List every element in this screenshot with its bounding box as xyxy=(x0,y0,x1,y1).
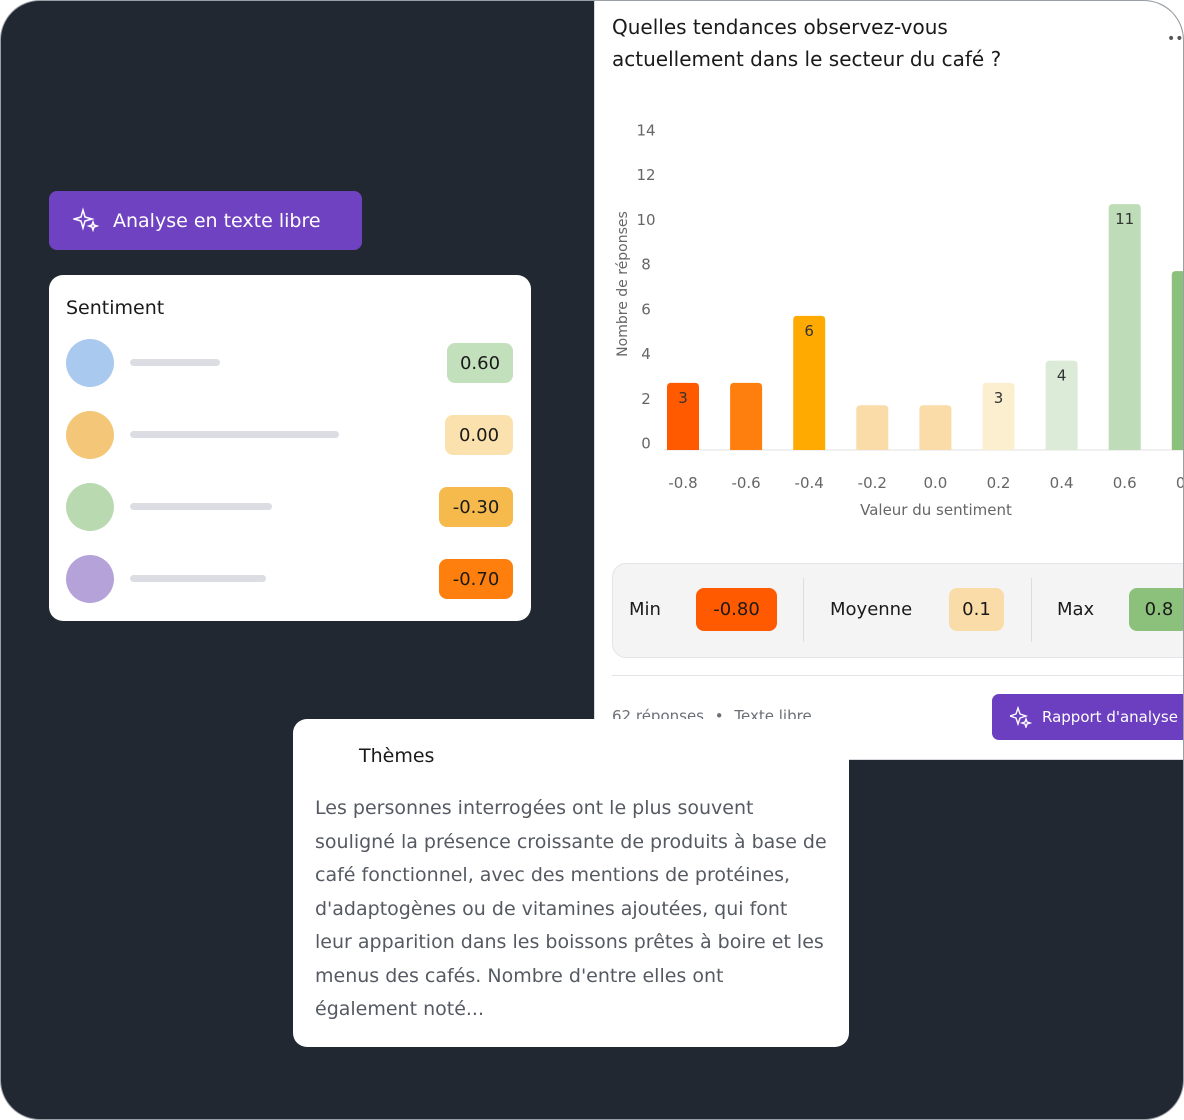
x-tick-label: -0.6 xyxy=(731,474,760,492)
sparkle-icon xyxy=(73,206,100,232)
x-tick-label: 0.6 xyxy=(1113,474,1137,492)
sparkle-icon xyxy=(1010,706,1032,728)
x-tick-label: 0.4 xyxy=(1050,474,1074,492)
button-label: Rapport d'analyse xyxy=(1042,708,1178,726)
more-menu[interactable]: ••• xyxy=(1167,31,1184,47)
divider xyxy=(1031,578,1032,642)
panel-title: Quelles tendances observez-vous actuelle… xyxy=(612,15,1002,71)
divider xyxy=(612,675,1183,676)
stat-label: Max xyxy=(1057,599,1095,620)
chart-panel: Quelles tendances observez-vous actuelle… xyxy=(594,1,1184,760)
x-tick-label: 0.8 xyxy=(1176,474,1184,492)
placeholder-line xyxy=(130,503,272,510)
theme-text: Les personnes interrogées ont le plus so… xyxy=(315,797,827,1020)
bar xyxy=(730,382,763,450)
avatar xyxy=(66,555,114,603)
bar xyxy=(919,405,952,450)
y-tick-label: 2 xyxy=(641,390,651,408)
y-tick-label: 8 xyxy=(641,256,651,274)
value-label: 3 xyxy=(994,389,1004,407)
card-title: Sentiment xyxy=(66,297,165,319)
avatar xyxy=(66,411,114,459)
value-label: 6 xyxy=(804,322,814,340)
avatar xyxy=(66,483,114,531)
y-tick-label: 10 xyxy=(636,211,655,229)
bar xyxy=(856,405,889,450)
bar xyxy=(793,315,826,450)
x-tick-label: 0.0 xyxy=(923,474,947,492)
report-button[interactable]: Rapport d'analyse xyxy=(992,694,1183,740)
bar xyxy=(1171,271,1183,450)
score-chip: -0.30 xyxy=(439,487,513,527)
value-label: 11 xyxy=(1115,210,1134,228)
score-chip: 0.60 xyxy=(447,343,513,383)
value-label: 4 xyxy=(1057,367,1067,385)
score-chip: -0.70 xyxy=(439,559,513,599)
x-axis-label: Valeur du sentiment xyxy=(860,501,1012,519)
sentiment-card: Sentiment 0.60 0.00 -0.30 -0.70 xyxy=(49,275,531,621)
x-tick-label: 0.2 xyxy=(987,474,1011,492)
placeholder-line xyxy=(130,431,339,438)
stat-label: Moyenne xyxy=(830,599,913,620)
placeholder-line xyxy=(130,575,266,582)
y-tick-label: 14 xyxy=(636,122,655,140)
y-axis-label: Nombre de réponses xyxy=(615,211,631,357)
bar-chart: 0 2 4 6 8 10 12 14 Nombre de réponses Valeur du s… xyxy=(615,122,1184,519)
divider xyxy=(803,578,804,642)
stat-label: Min xyxy=(629,599,661,620)
y-tick-label: 4 xyxy=(641,345,651,363)
bar xyxy=(1045,360,1078,450)
x-tick-label: -0.8 xyxy=(668,474,697,492)
avatar xyxy=(66,339,114,387)
stat-chip: 0.8 xyxy=(1129,588,1183,631)
themes-card: Thèmes Les personnes interrogées ont le … xyxy=(293,719,849,1047)
y-tick-label: 0 xyxy=(641,435,651,453)
separator: • xyxy=(714,707,724,725)
x-tick-label: -0.2 xyxy=(858,474,887,492)
y-tick-label: 6 xyxy=(641,300,651,318)
y-tick-label: 12 xyxy=(636,166,655,184)
stat-chip: -0.80 xyxy=(696,588,777,631)
placeholder-line xyxy=(130,359,220,366)
button-label: Analyse en texte libre xyxy=(113,209,321,232)
card-title: Thèmes xyxy=(359,745,435,767)
x-tick-label: -0.4 xyxy=(795,474,824,492)
bar xyxy=(1108,204,1141,450)
stats-box: Min -0.80 Moyenne 0.1 Max 0.8 xyxy=(612,563,1183,658)
analysis-button[interactable]: Analyse en texte libre xyxy=(49,191,362,250)
bar xyxy=(667,382,699,450)
score-chip: 0.00 xyxy=(445,415,513,455)
stat-chip: 0.1 xyxy=(949,588,1004,631)
value-label: 3 xyxy=(678,389,688,407)
bar xyxy=(982,382,1015,450)
